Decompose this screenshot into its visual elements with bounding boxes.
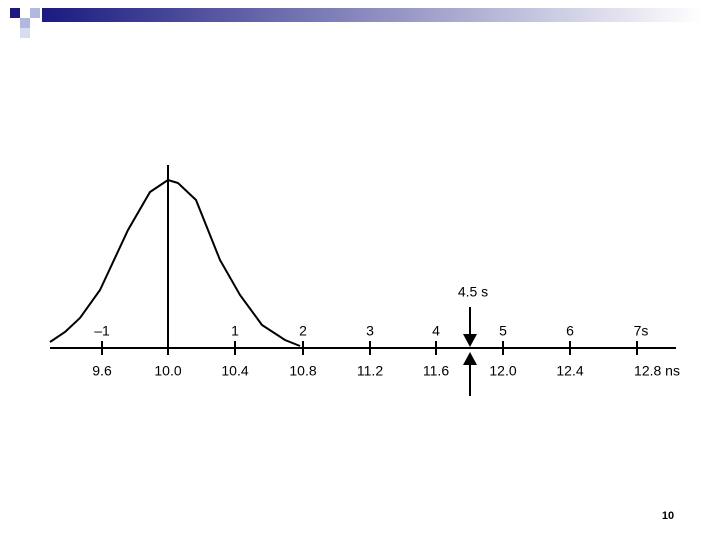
ticks: 9.6 10.0 10.4 10.8 11.2 11.6 12.0 12.4 12.8 ns –1… [92,323,680,379]
sigma-label: 4 [432,323,440,339]
sigma-label: 5 [499,323,507,339]
arrow-up [463,352,477,365]
sigma-label: 1 [231,323,239,339]
annotation: 4.5 s [458,284,488,300]
time-label: 12.0 [489,363,516,379]
time-label: 12.8 ns [634,363,680,379]
axis [49,165,676,396]
page-number: 10 [662,510,674,522]
time-label: 11.2 [357,363,383,379]
time-label: 11.6 [423,363,449,379]
sigma-label: 2 [299,323,307,339]
time-label: 10.4 [221,363,248,379]
sigma-label: 7s [634,323,649,339]
arrow-down [463,334,477,347]
gaussian-curve [49,178,301,347]
time-label: 10.0 [154,363,181,379]
sigma-label: –1 [94,323,110,339]
header-decoration [10,8,702,38]
sigma-label: 3 [366,323,374,339]
time-label: 9.6 [92,363,112,379]
time-label: 10.8 [289,363,316,379]
time-label: 12.4 [556,363,583,379]
sigma-label: 6 [566,323,574,339]
